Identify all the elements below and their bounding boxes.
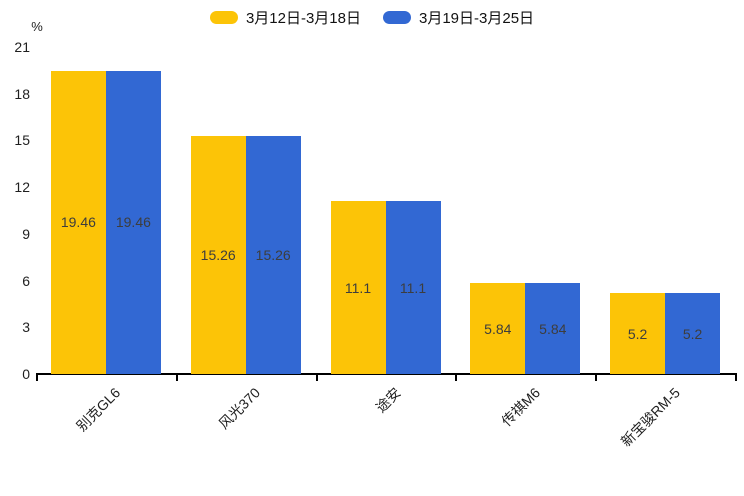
y-tick-label: 3 (22, 319, 30, 336)
legend-swatch-week1 (209, 11, 238, 24)
x-axis-tick (735, 375, 737, 381)
x-axis-tick (595, 375, 598, 381)
x-axis-tick (315, 375, 318, 381)
y-tick-label: 21 (14, 39, 30, 55)
x-axis-line (36, 373, 737, 375)
bar-别克GL6-series1 (50, 70, 106, 374)
bar-别克GL6-series2 (105, 70, 161, 374)
legend-label-week1: 3月12日-3月18日 (245, 10, 361, 27)
bar-传祺M6-series2 (525, 283, 581, 374)
y-tick-label: 12 (14, 179, 30, 196)
y-tick-label: 9 (22, 225, 30, 242)
bar-新宝骏RM-5-series2 (665, 293, 721, 374)
y-tick-label: 6 (22, 272, 30, 289)
bar-途安-series1 (330, 201, 386, 374)
bar-value-label: 11.1 (344, 279, 372, 296)
x-tick-label-3: 途安 (372, 384, 404, 416)
x-tick-label-4: 传祺M6 (498, 384, 544, 430)
x-axis-tick (175, 375, 178, 381)
x-axis-tick (455, 375, 458, 381)
y-tick-label: 0 (22, 366, 30, 382)
legend-item-week1[interactable]: 3月12日-3月18日 (209, 7, 361, 28)
y-tick-label: 18 (14, 85, 30, 102)
bar-风光370-series1 (190, 136, 246, 374)
y-axis-unit-label: % (31, 19, 43, 34)
x-tick-label-2: 风光370 (215, 384, 264, 433)
bar-value-label: 5.84 (484, 320, 512, 337)
bar-传祺M6-series1 (470, 283, 526, 374)
legend-item-week2[interactable]: 3月19日-3月25日 (383, 7, 534, 28)
legend-swatch-week2 (383, 11, 411, 24)
bar-途安-series2 (385, 201, 441, 374)
x-axis-tick (36, 375, 38, 381)
legend-label-week2: 3月19日-3月25日 (419, 10, 535, 27)
bar-value-label: 15.26 (255, 247, 291, 264)
y-tick-label: 15 (14, 132, 30, 149)
x-tick-label-5: 新宝骏RM-5 (617, 384, 683, 450)
bar-value-label: 5.84 (539, 320, 567, 337)
legend: 3月12日-3月18日 3月19日-3月25日 (0, 7, 744, 28)
bar-value-label: 19.46 (115, 214, 151, 231)
bar-value-label: 5.2 (627, 325, 648, 342)
bar-value-label: 11.1 (399, 279, 427, 296)
bar-value-label: 15.26 (200, 247, 236, 264)
x-tick-label-1: 别克GL6 (73, 384, 124, 435)
bar-新宝骏RM-5-series1 (610, 293, 666, 374)
bar-value-label: 5.2 (682, 325, 703, 342)
bar-value-label: 19.46 (60, 214, 96, 231)
bar-风光370-series2 (245, 136, 301, 374)
